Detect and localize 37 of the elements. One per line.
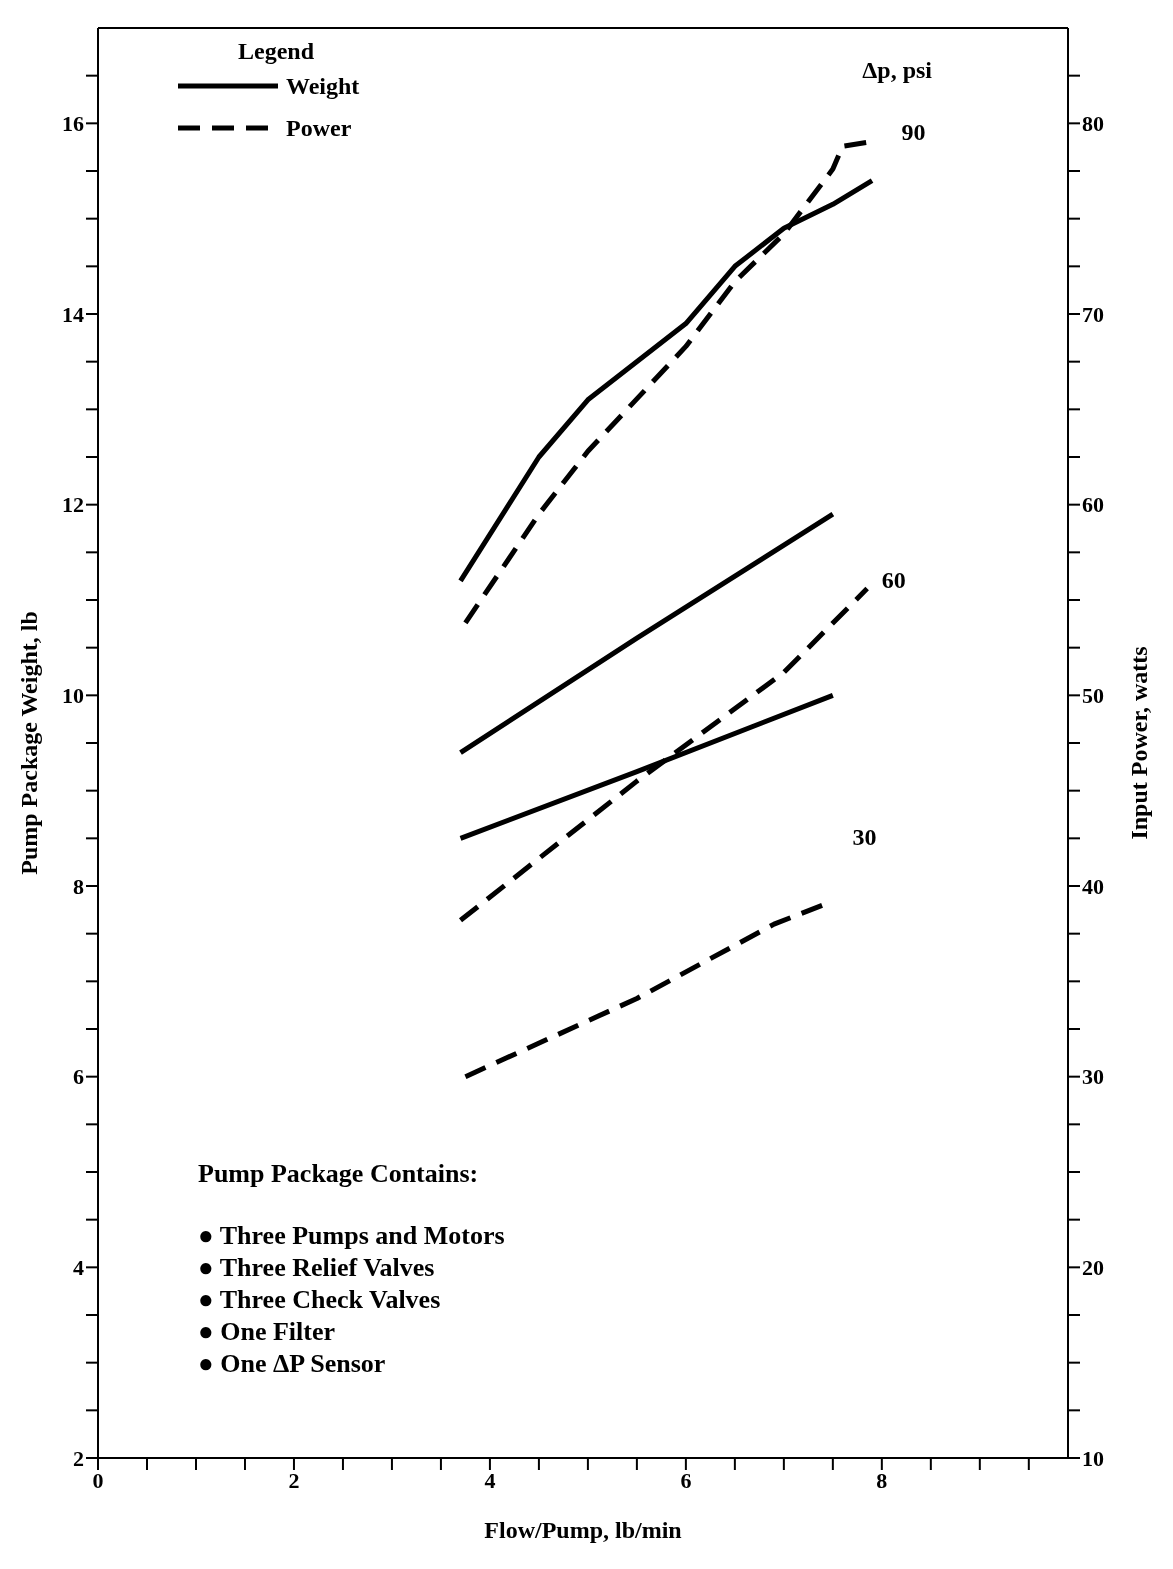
- y-tick-label: 14: [62, 301, 84, 327]
- y-tick-label: 4: [73, 1255, 84, 1281]
- x-tick-label: 8: [876, 1467, 888, 1493]
- x-axis-title: Flow/Pump, lb/min: [484, 1517, 682, 1543]
- y-tick-label: 6: [73, 1064, 84, 1090]
- y-axis-title: Pump Package Weight, lb: [15, 611, 42, 875]
- annotation: 60: [881, 566, 906, 594]
- y2-tick-label: 80: [1082, 111, 1104, 137]
- y-tick-label: 16: [62, 111, 84, 137]
- legend-label: Weight: [286, 72, 360, 100]
- y2-axis-title: Input Power, watts: [1125, 646, 1152, 840]
- annotation: Pump Package Contains:: [198, 1158, 480, 1190]
- x-tick-label: 2: [288, 1467, 300, 1493]
- annotation: ● Three Pumps and Motors: [198, 1220, 505, 1252]
- x-tick-label: 6: [680, 1467, 692, 1493]
- y2-tick-label: 50: [1082, 683, 1104, 709]
- legend-title: Legend: [238, 38, 315, 65]
- y-tick-label: 8: [73, 873, 84, 899]
- x-tick-label: 0: [92, 1467, 104, 1493]
- y-tick-label: 12: [62, 492, 84, 518]
- y2-tick-label: 10: [1082, 1445, 1104, 1471]
- annotation: Δp, psi: [862, 56, 932, 84]
- annotation: ● Three Relief Valves: [198, 1252, 436, 1284]
- y2-tick-label: 60: [1082, 492, 1104, 518]
- y2-tick-label: 40: [1082, 873, 1104, 899]
- annotation: ● Three Check Valves: [198, 1284, 442, 1316]
- y2-tick-label: 70: [1082, 301, 1104, 327]
- y-tick-label: 2: [73, 1445, 84, 1471]
- annotation: 90: [901, 118, 926, 146]
- x-tick-label: 4: [484, 1467, 496, 1493]
- y2-tick-label: 30: [1082, 1064, 1104, 1090]
- legend-label: Power: [286, 114, 352, 142]
- annotation: ● One Filter: [198, 1316, 336, 1348]
- annotation: 30: [852, 824, 877, 852]
- annotation: ● One ΔP Sensor: [198, 1348, 387, 1380]
- y2-tick-label: 20: [1082, 1255, 1104, 1281]
- y-tick-label: 10: [62, 683, 84, 709]
